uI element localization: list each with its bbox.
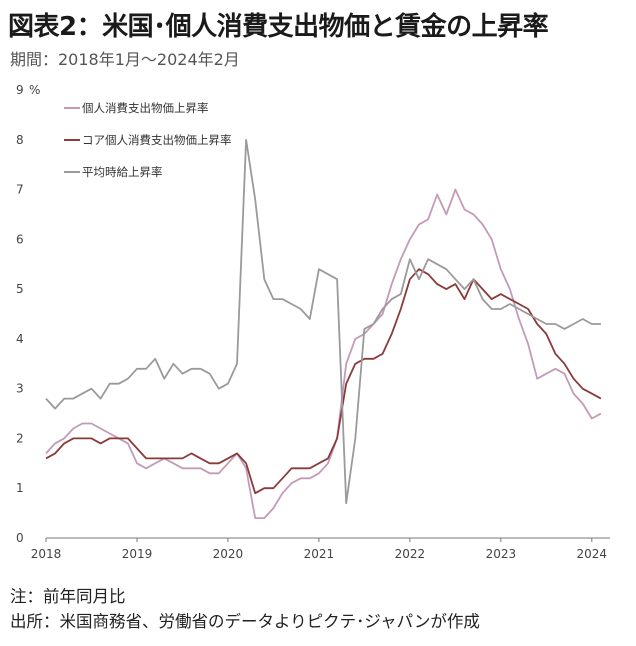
y-tick-label: 1 bbox=[16, 481, 24, 495]
y-tick-label: 8 bbox=[16, 133, 24, 147]
x-tick-label: 2024 bbox=[577, 547, 608, 561]
chart-title: 図表2：米国･個人消費支出物価と賃金の上昇率 bbox=[8, 12, 549, 42]
y-unit-label: % bbox=[29, 83, 40, 97]
y-tick-label: 7 bbox=[16, 183, 24, 197]
y-tick-label: 4 bbox=[16, 332, 24, 346]
chart-notes: 注：前年同月比 出所：米国商務省、労働省のデータよりピクテ･ジャパンが作成 bbox=[10, 584, 480, 634]
series-line-2 bbox=[45, 268, 602, 495]
y-tick-label: 5 bbox=[16, 282, 24, 296]
legend-label-2: コア個人消費支出物価上昇率 bbox=[82, 133, 232, 147]
x-tick-label: 2018 bbox=[31, 547, 62, 561]
y-tick-label: 0 bbox=[16, 531, 24, 545]
y-tick-label: 3 bbox=[16, 382, 24, 396]
series-line-1 bbox=[45, 188, 602, 519]
y-tick-label: 2 bbox=[16, 431, 24, 445]
chart-subtitle: 期間：2018年1月～2024年2月 bbox=[10, 50, 240, 69]
x-tick-label: 2023 bbox=[486, 547, 517, 561]
x-tick-label: 2021 bbox=[304, 547, 335, 561]
series-line-3 bbox=[45, 138, 601, 505]
x-tick-label: 2020 bbox=[213, 547, 244, 561]
note-basis: 注：前年同月比 bbox=[10, 587, 126, 606]
legend-label-1: 個人消費支出物価上昇率 bbox=[82, 101, 209, 115]
note-source: 出所：米国商務省、労働省のデータよりピクテ･ジャパンが作成 bbox=[10, 612, 480, 631]
x-tick-label: 2019 bbox=[122, 547, 153, 561]
line-chart: 0 1 2 3 4 5 6 7 8 9 % 2018 2019 2020 2021 2022 2023 2024 個… bbox=[16, 83, 610, 561]
legend-label-3: 平均時給上昇率 bbox=[82, 165, 163, 179]
y-tick-label: 9 bbox=[16, 83, 24, 97]
x-tick-label: 2022 bbox=[395, 547, 426, 561]
y-tick-label: 6 bbox=[16, 232, 24, 246]
